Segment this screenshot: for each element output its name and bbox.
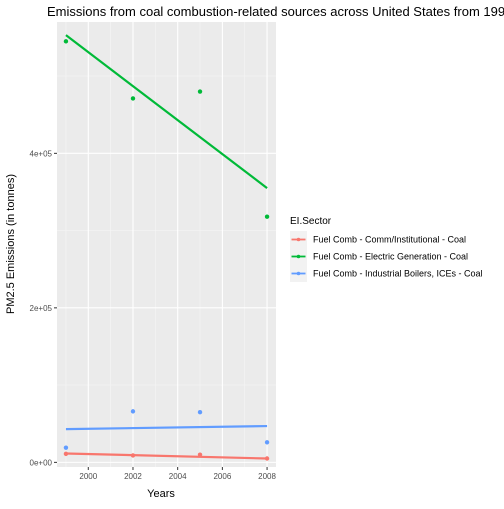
y-axis-title: PM2.5 Emissions (in tonnes) [5,174,17,314]
trend-lines [65,34,268,460]
data-point [264,214,270,219]
legend-key-point [296,237,301,242]
x-axis-title: Years [147,488,175,500]
plot-panel [57,22,276,467]
data-points [63,39,270,461]
data-point [197,452,203,457]
x-tick-label: 2008 [258,472,276,481]
legend: EI.Sector Fuel Comb - Comm/Institutional… [290,216,483,282]
data-point [63,445,69,450]
x-tick-label: 2000 [79,472,97,481]
y-tick-label: 0e+00 [30,458,53,467]
legend-label: Fuel Comb - Electric Generation - Coal [313,252,468,262]
legend-key [290,248,307,265]
y-tick-label: 4e+05 [30,149,53,158]
data-point [197,409,203,415]
x-tick-label: 2006 [213,472,231,481]
chart-title: Emissions from coal combustion-related s… [47,4,504,19]
trend-line [65,424,268,431]
trend-line [65,34,268,189]
x-tick-label: 2002 [124,472,142,481]
legend-key-point [296,271,301,276]
data-point [63,451,69,457]
legend-key-point [296,254,301,259]
data-point [264,440,270,445]
legend-label: Fuel Comb - Comm/Institutional - Coal [313,235,466,245]
data-point [63,39,69,44]
x-tick-label: 2004 [169,472,187,481]
data-point [130,453,136,458]
legend-key [290,231,307,248]
legend-key [290,265,307,282]
data-point [130,409,136,414]
grid-major [57,22,276,467]
legend-label: Fuel Comb - Industrial Boilers, ICEs - C… [313,269,483,279]
data-point [197,89,203,94]
data-point [264,456,270,461]
legend-title: EI.Sector [290,216,332,227]
grid-minor [57,22,276,467]
axes: 2000 2002 2004 2006 2008 0e+00 2e+05 4e+05 [30,149,277,481]
data-point [130,96,136,101]
y-tick-label: 2e+05 [30,304,53,313]
trend-line [65,452,268,460]
